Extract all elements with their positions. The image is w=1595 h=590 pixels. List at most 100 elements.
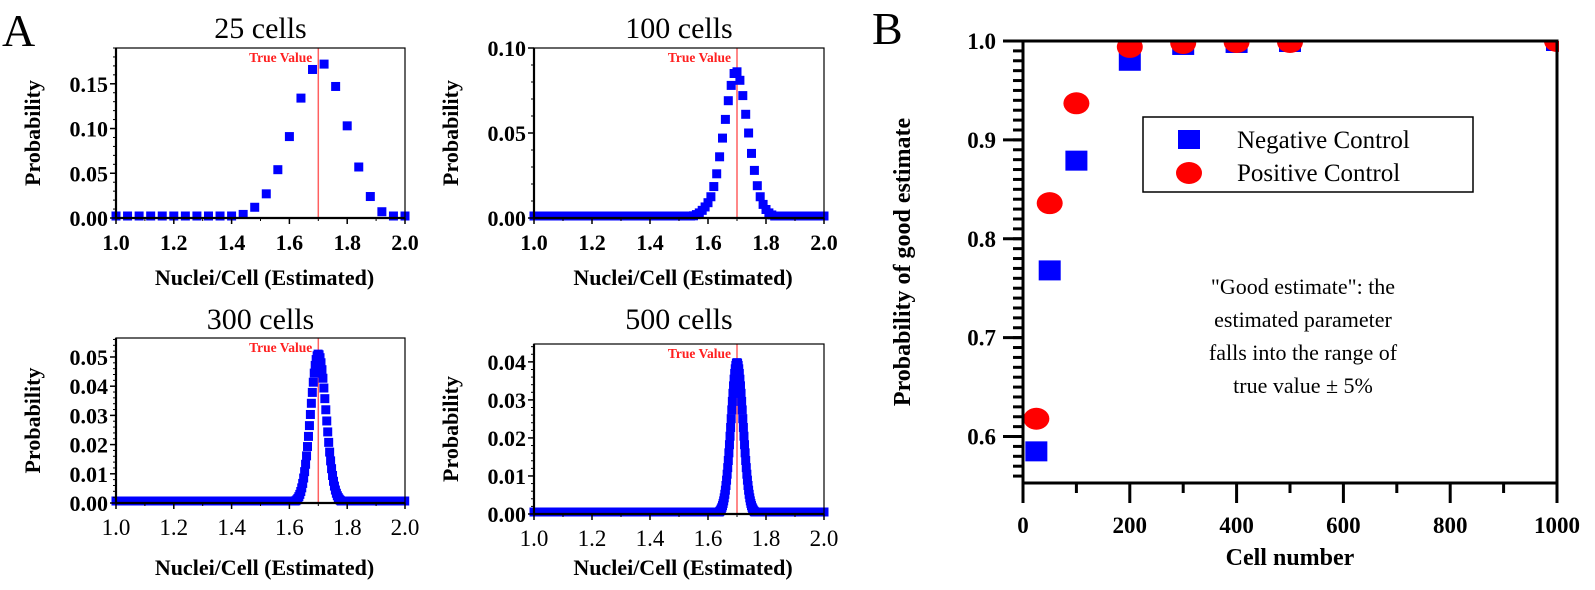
annotation-line: falls into the range of [1209, 340, 1398, 365]
data-point [308, 377, 318, 387]
data-point [728, 388, 738, 398]
data-point [726, 80, 736, 90]
legend-circle-icon [1176, 162, 1202, 184]
data-point [755, 192, 765, 202]
data-point [727, 396, 737, 406]
y-tick-label: 0.10 [70, 117, 109, 142]
data-point [743, 480, 753, 490]
data-point [1544, 41, 1559, 52]
data-point [157, 211, 167, 221]
data-point [238, 209, 248, 219]
data-point [273, 165, 283, 175]
data-point [703, 198, 713, 208]
data-point [742, 475, 752, 485]
y-tick-label: 0.15 [70, 72, 109, 97]
data-point [316, 358, 326, 368]
x-tick-label: 1000 [1534, 513, 1580, 538]
x-tick-label: 200 [1113, 513, 1148, 538]
data-point [301, 459, 311, 469]
y-tick-label: 0.02 [70, 433, 109, 458]
data-point [319, 59, 329, 69]
panel-b: 0 200 400 600 800 1000 0.6 0.7 0.8 0.9 1.0 Cell num… [890, 29, 1580, 571]
data-point [718, 133, 727, 143]
panel-a4: 500 cells True Value 1.0 1.2 1.4 1.6 1.8 2.0 0.0… [438, 303, 838, 580]
data-point [296, 93, 306, 103]
x-tick-label: 1.8 [333, 230, 361, 255]
annotation-line: estimated parameter [1214, 307, 1392, 332]
y-tick-label: 0.02 [488, 426, 527, 451]
data-point [324, 437, 334, 447]
x-tick-label: 1.2 [578, 526, 607, 551]
data-point [1065, 150, 1088, 171]
x-tick-label: 800 [1433, 513, 1468, 538]
panels-container: 25 cells True Value 1.0 1.2 1.4 1.6 1.8 2.0 0.00… [20, 12, 1580, 580]
data-point [722, 469, 732, 479]
x-tick-label: 1.0 [520, 230, 548, 255]
x-tick-label: 1.6 [275, 515, 304, 540]
y-tick-label: 0.04 [488, 350, 527, 375]
data-point [722, 475, 732, 485]
data-points [529, 67, 829, 221]
data-point [723, 463, 733, 473]
legend-label: Positive Control [1237, 160, 1400, 187]
panel-a-letter: A [2, 5, 35, 56]
data-point [1063, 92, 1090, 115]
data-point [1023, 407, 1050, 430]
data-points [111, 59, 410, 221]
x-tick-label: 1.4 [218, 230, 246, 255]
data-point [737, 396, 747, 406]
data-point [1025, 441, 1048, 462]
data-points [529, 358, 829, 517]
data-point [300, 467, 310, 477]
x-tick-label: 1.8 [333, 515, 362, 540]
x-tick-label: 1.2 [159, 515, 188, 540]
data-point [723, 96, 733, 106]
data-point [328, 470, 338, 480]
data-point [319, 383, 329, 393]
panel-title: 100 cells [625, 12, 732, 45]
data-point [735, 381, 745, 391]
data-point [318, 373, 328, 383]
y-tick-label: 0.01 [70, 462, 109, 487]
data-point [720, 114, 730, 124]
plot-frame [533, 343, 825, 515]
data-point [735, 75, 745, 85]
y-tick-label: 0.03 [70, 403, 109, 428]
data-point [284, 132, 294, 142]
data-point [307, 387, 317, 397]
data-point [310, 360, 320, 370]
legend-square-icon [1178, 130, 1200, 149]
data-point [192, 211, 202, 221]
data-point [712, 169, 722, 179]
data-point [727, 405, 737, 415]
data-point [749, 165, 759, 175]
data-point [725, 431, 735, 441]
panel-a1: 25 cells True Value 1.0 1.2 1.4 1.6 1.8 2.0 0.00… [20, 12, 419, 290]
data-point [729, 381, 739, 391]
y-tick-label: 0.6 [967, 425, 996, 450]
y-axis-label: Probability [438, 376, 463, 482]
data-point [726, 422, 736, 432]
data-point [309, 368, 319, 378]
data-point [308, 64, 318, 74]
x-tick-label: 1.6 [694, 526, 723, 551]
plot-frame [115, 337, 406, 504]
data-point [729, 374, 739, 384]
data-point [737, 405, 747, 415]
annotation-line: "Good estimate": the [1211, 274, 1395, 299]
plot-frame [1021, 39, 1559, 485]
x-tick-label: 1.2 [160, 230, 188, 255]
data-point [327, 464, 337, 474]
y-axis-label: Probability [438, 80, 463, 186]
x-tick-label: 1.8 [752, 230, 780, 255]
y-tick-label: 0.00 [70, 206, 109, 231]
data-point [736, 388, 746, 398]
y-tick-label: 0.00 [70, 491, 109, 516]
data-point [739, 431, 749, 441]
data-point [323, 427, 333, 437]
x-tick-label: 1.2 [578, 230, 606, 255]
data-point [734, 368, 744, 378]
data-point [1036, 192, 1063, 215]
x-axis-label: Nuclei/Cell (Estimated) [573, 265, 792, 290]
